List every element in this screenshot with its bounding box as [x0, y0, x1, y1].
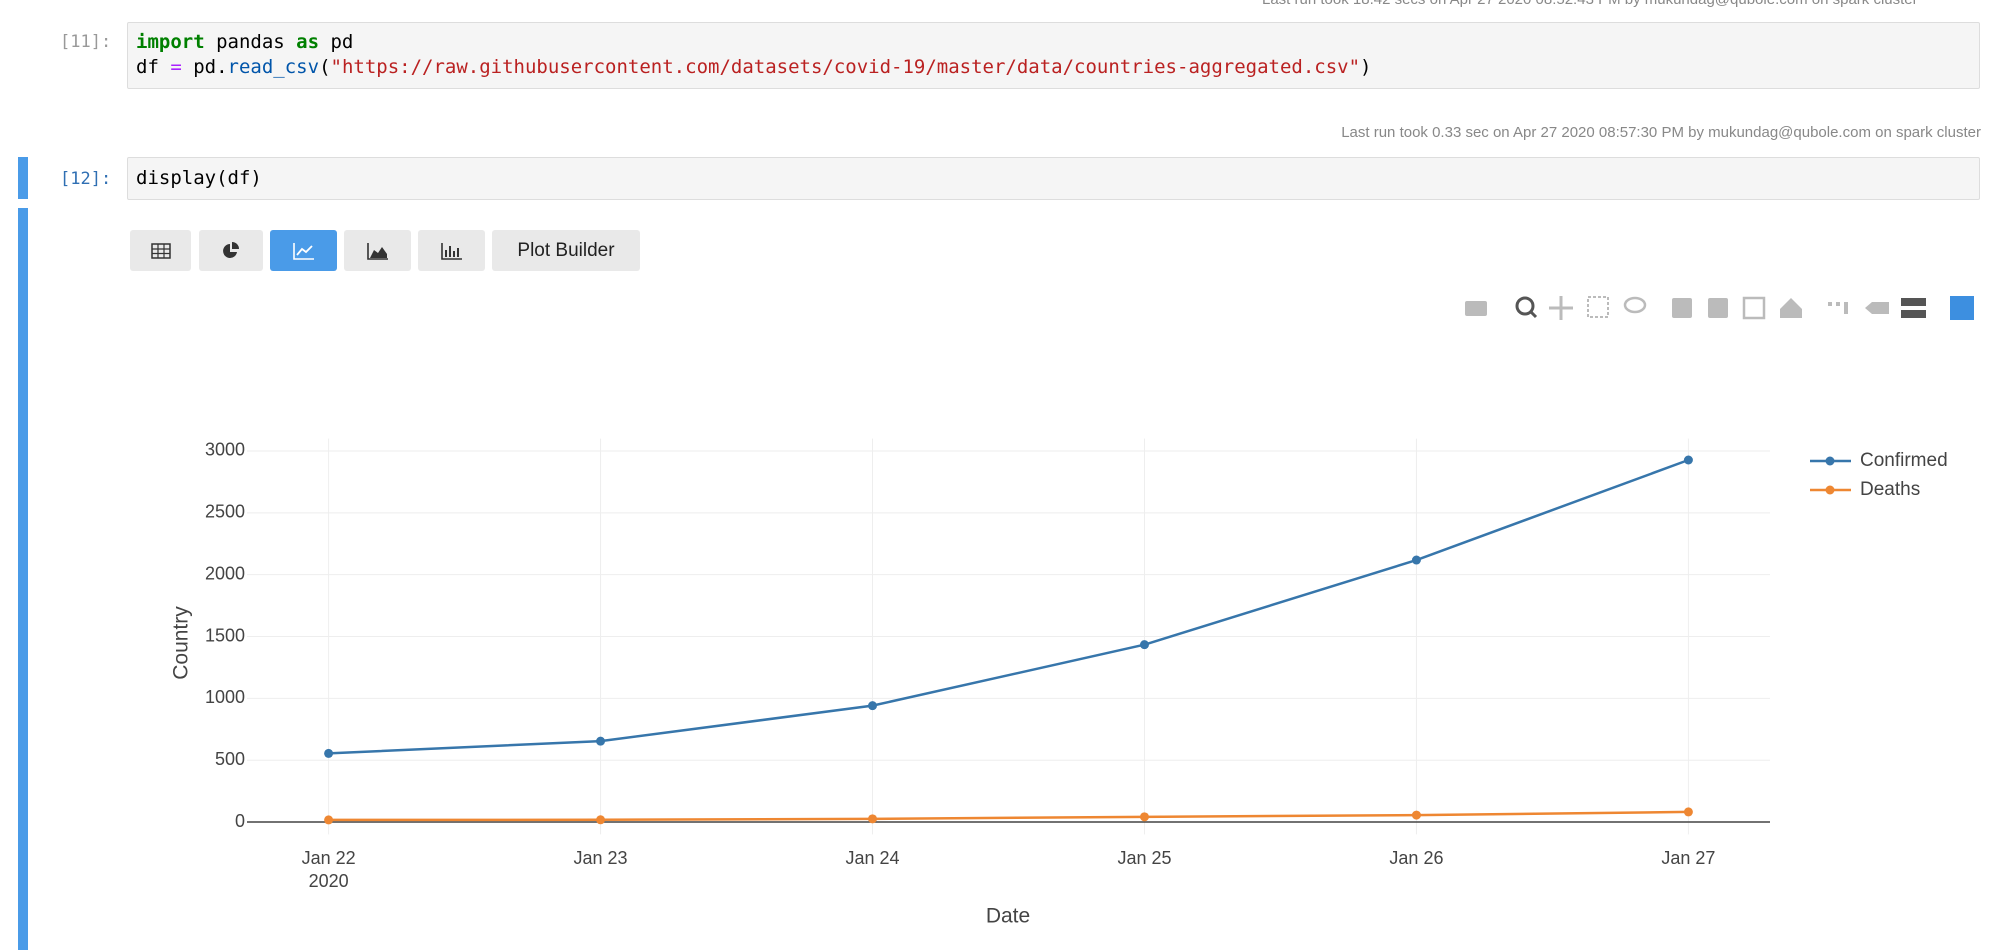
keyword: as [296, 31, 320, 53]
zoom-in-icon[interactable] [1672, 298, 1692, 318]
code-line: df = pd.read_csv("https://raw.githubuser… [136, 56, 1371, 78]
hover-compare-icon[interactable] [1901, 298, 1926, 318]
data-point [868, 701, 878, 711]
y-tick-label: 1500 [205, 625, 245, 645]
x-axis-title: Date [986, 905, 1030, 928]
hover-closest-icon[interactable] [1865, 302, 1889, 314]
table-icon [150, 242, 171, 259]
y-tick-label: 3000 [205, 440, 245, 460]
reset-icon[interactable] [1780, 298, 1802, 318]
modebar-icons [1465, 296, 1974, 320]
data-point [324, 815, 334, 825]
bar-view-button[interactable] [418, 230, 485, 271]
code-token: df [136, 56, 171, 78]
y-tick-label: 1000 [205, 687, 245, 707]
table-view-button[interactable] [130, 230, 191, 271]
zoom-out-icon[interactable] [1708, 298, 1728, 318]
string: "https://raw.githubusercontent.com/datas… [330, 56, 1361, 78]
data-point [1683, 807, 1693, 817]
x-tick-label: Jan 23 [574, 848, 628, 868]
cell-selection-bar [18, 157, 28, 199]
code-token: ( [319, 56, 331, 78]
series-line [328, 810, 1689, 822]
modebar [1465, 296, 1974, 320]
select-icon[interactable] [1587, 296, 1609, 318]
y-tick-label: 2500 [205, 502, 245, 522]
data-point [1683, 455, 1693, 465]
line-view-button[interactable] [270, 230, 337, 271]
autoscale-icon[interactable] [1742, 296, 1766, 320]
zoom-icon[interactable] [1515, 296, 1535, 316]
function: read_csv [227, 56, 320, 78]
legend-label: Confirmed [1860, 450, 1948, 471]
data-point [1411, 810, 1421, 820]
lasso-icon[interactable] [1623, 296, 1647, 314]
cell-prompt: [12]: [60, 169, 112, 189]
y-tick-label: 500 [215, 749, 245, 769]
area-view-button[interactable] [344, 230, 411, 271]
y-axis-title: Country [170, 606, 193, 680]
code-cell[interactable]: import pandas as pd df = pd.read_csv("ht… [127, 22, 1980, 89]
code-token: pandas [204, 31, 297, 53]
data-point [324, 748, 334, 758]
bar-icon [440, 242, 462, 260]
area-icon [366, 242, 388, 260]
legend-marker [1825, 456, 1835, 466]
keyword: import [136, 31, 205, 53]
y-tick-label: 0 [235, 811, 245, 831]
x-tick-label: Jan 25 [1117, 848, 1171, 868]
legend-label: Deaths [1860, 479, 1920, 500]
code-token: display(df) [136, 167, 262, 189]
series-line [328, 458, 1689, 755]
pie-icon [223, 241, 239, 258]
plotly-logo[interactable] [1950, 296, 1974, 320]
pan-icon[interactable] [1549, 296, 1573, 320]
data-point [1139, 640, 1149, 650]
run-status: Last run took 0.33 sec on Apr 27 2020 08… [1341, 124, 1981, 141]
code-token: ) [1360, 56, 1372, 78]
x-tick-label: Jan 26 [1389, 848, 1443, 868]
code-line: import pandas as pd [136, 31, 353, 53]
plot-builder-button[interactable]: Plot Builder [492, 230, 640, 271]
operator: = [170, 56, 182, 78]
code-token: pd. [181, 56, 228, 78]
code-cell[interactable]: display(df) [127, 157, 1980, 200]
spike-icon[interactable] [1828, 302, 1848, 314]
run-status: Last run took 18.42 secs on Apr 27 2020 … [1262, 0, 1918, 8]
output-selection-bar [18, 208, 28, 950]
code-line: display(df) [136, 167, 262, 189]
cell-prompt: [11]: [60, 32, 112, 52]
camera-icon[interactable] [1465, 301, 1487, 316]
data-point [868, 814, 878, 824]
x-tick-label: Jan 24 [845, 848, 899, 868]
x-year-label: 2020 [309, 871, 349, 891]
y-tick-label: 2000 [205, 563, 245, 583]
data-point [596, 815, 606, 825]
data-point [1411, 555, 1421, 565]
x-tick-label: Jan 27 [1661, 848, 1715, 868]
data-point [1139, 812, 1149, 822]
code-token: pd [319, 31, 354, 53]
legend-marker [1825, 485, 1835, 495]
line-icon [292, 242, 314, 260]
data-point [596, 736, 606, 746]
pie-view-button[interactable] [199, 230, 263, 271]
x-tick-label: Jan 22 [302, 848, 356, 868]
